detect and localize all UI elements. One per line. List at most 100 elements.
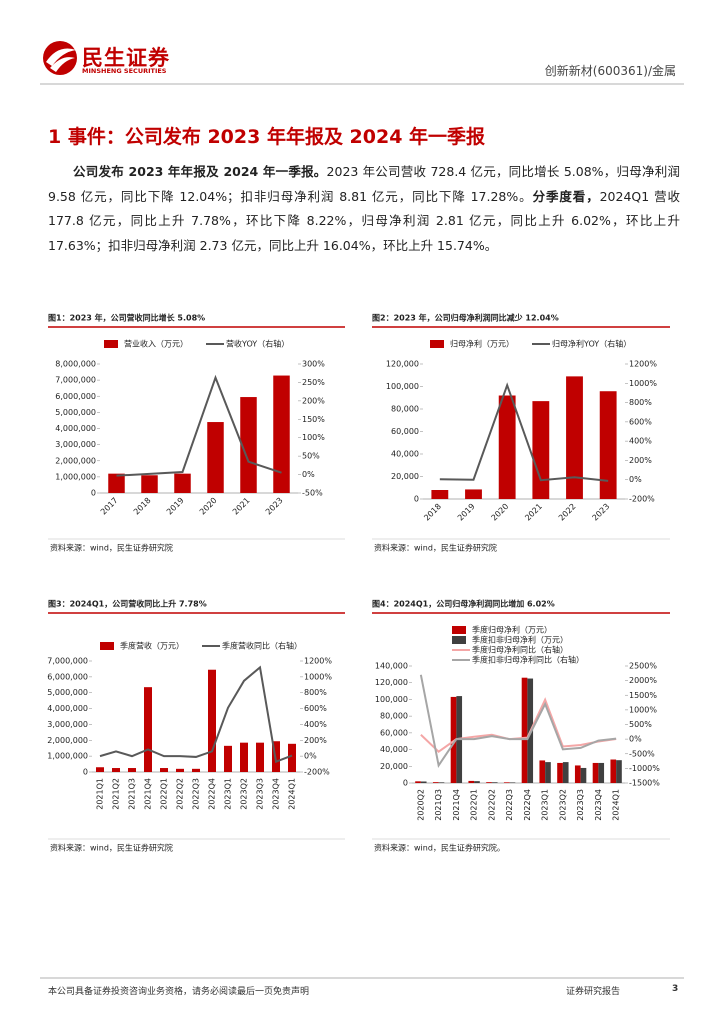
page-number: 3 [672,984,679,994]
bar [509,782,516,783]
y-tick-label: -200% [629,495,655,504]
y-tick-label: 40,000 [391,450,419,459]
legend-label: 季度营收（万元） [120,641,184,651]
y-tick-label: 40,000 [380,745,408,754]
bar [415,781,421,783]
x-tick-label: 2021Q2 [112,778,121,810]
legend-swatch [452,626,466,634]
y-tick-label: 0 [91,489,96,498]
bar [273,375,290,493]
logo-icon [43,41,77,75]
legend-label: 季度扣非归母净利（万元） [472,635,568,645]
y-tick-label: 4,000,000 [47,704,88,713]
legend-label: 归母净利YOY（右轴） [552,339,631,349]
y-tick-label: 2,000,000 [47,736,88,745]
x-tick-label: 2023Q2 [240,778,249,810]
legend-swatch [452,636,466,644]
y-tick-label: 200% [629,456,652,465]
bar [562,762,569,783]
x-tick-label: 2024Q1 [288,778,297,810]
line-series [116,374,282,477]
y-tick-label: 2500% [629,662,657,671]
y-tick-label: 7,000,000 [55,376,96,385]
x-tick-label: 2021 [231,496,252,517]
bar [174,473,191,493]
bar [240,742,248,772]
y-tick-label: 7,000,000 [47,657,88,666]
bar [208,669,216,772]
x-tick-label: 2022Q4 [523,789,532,821]
y-tick-label: 0% [304,752,317,761]
bar [610,759,617,783]
x-tick-label: 2023 [264,496,285,517]
x-tick-label: 2021Q1 [96,778,105,810]
y-tick-label: 1000% [629,705,657,714]
bar [431,490,449,499]
bar [532,401,550,499]
bar [465,489,482,499]
legend-label: 季度归母净利同比（右轴） [472,645,568,655]
bar [112,768,120,772]
y-tick-label: 1000% [304,672,332,681]
y-tick-label: 0 [83,768,88,777]
bar [207,422,224,493]
paragraph: 公司发布 2023 年年报及 2024 年一季报。2023 年公司营收 728.… [48,160,680,258]
paragraph-run: 2023 年公司营收 728.4 亿元，同比增长 5.08%，归母净利润 9.5… [48,164,680,204]
y-tick-label: 250% [302,378,325,387]
x-tick-label: 2023Q2 [558,789,567,821]
y-tick-label: 80,000 [380,712,408,721]
line-series [419,674,617,769]
y-tick-label: 120,000 [386,360,419,369]
legend-label: 归母净利（万元） [450,339,514,349]
x-tick-label: 2022Q4 [208,778,217,810]
x-tick-label: 2022Q3 [192,778,201,810]
x-tick-label: 2021 [523,502,544,523]
y-tick-label: 60,000 [391,427,419,436]
x-tick-label: 2021Q3 [128,778,137,810]
legend-label: 季度归母净利（万元） [472,625,552,635]
bar [592,762,599,783]
y-tick-label: 300% [302,360,325,369]
bar [539,760,546,783]
bar [432,782,439,783]
y-tick-label: 200% [302,396,325,405]
y-tick-label: 800% [629,398,652,407]
line-series [420,697,617,753]
x-tick-label: 2022Q1 [160,778,169,810]
y-tick-label: 1500% [629,691,657,700]
x-tick-label: 2019 [165,496,186,517]
bar [128,768,136,772]
bar [598,762,605,783]
legend-label: 营业收入（万元） [124,339,188,349]
line-series [439,382,609,482]
y-tick-label: 2,000,000 [55,456,96,465]
y-tick-label: 400% [304,720,327,729]
y-tick-label: 400% [629,437,652,446]
y-tick-label: 60,000 [380,728,408,737]
y-tick-label: 0% [302,470,315,479]
x-tick-label: 2022Q3 [505,789,514,821]
y-tick-label: 100% [302,433,325,442]
x-tick-label: 2023Q3 [576,789,585,821]
bar [160,768,168,772]
logo-name: 民生证券 [82,46,170,70]
y-tick-label: 5,000,000 [55,408,96,417]
bar [420,781,427,783]
bar [438,782,445,783]
y-tick-label: 3,000,000 [55,440,96,449]
line-series [99,665,293,764]
y-tick-label: -1000% [629,764,660,773]
bar [256,742,264,772]
section-title: 1 事件：公司发布 2023 年年报及 2024 年一季报 [48,126,486,148]
y-tick-label: 140,000 [375,662,408,671]
y-tick-label: 1,000,000 [55,472,96,481]
bar [224,745,232,772]
bar [288,743,296,772]
source: 资料来源：wind，民生证券研究院 [50,543,173,553]
y-tick-label: 20,000 [380,762,408,771]
x-tick-label: 2019 [456,502,477,523]
x-tick-label: 2023 [591,502,612,523]
bar [580,767,587,783]
figure-title: 图3：2024Q1，公司营收同比上升 7.78% [48,599,207,609]
